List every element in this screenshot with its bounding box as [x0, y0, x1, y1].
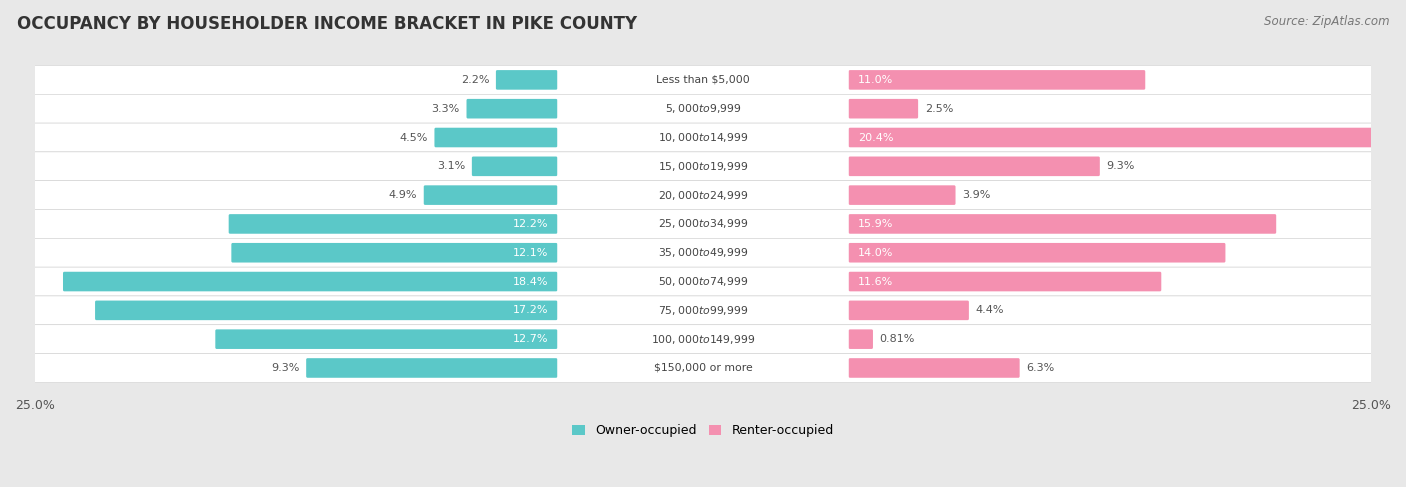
FancyBboxPatch shape [558, 183, 848, 207]
FancyBboxPatch shape [849, 300, 969, 320]
FancyBboxPatch shape [849, 243, 1226, 262]
FancyBboxPatch shape [34, 354, 1372, 382]
FancyBboxPatch shape [558, 126, 848, 150]
Text: $150,000 or more: $150,000 or more [654, 363, 752, 373]
FancyBboxPatch shape [232, 243, 557, 262]
Text: Less than $5,000: Less than $5,000 [657, 75, 749, 85]
Text: 6.3%: 6.3% [1026, 363, 1054, 373]
FancyBboxPatch shape [849, 358, 1019, 378]
Text: $75,000 to $99,999: $75,000 to $99,999 [658, 304, 748, 317]
Text: 3.1%: 3.1% [437, 161, 465, 171]
Text: $25,000 to $34,999: $25,000 to $34,999 [658, 217, 748, 230]
Text: 3.3%: 3.3% [432, 104, 460, 113]
FancyBboxPatch shape [472, 156, 557, 176]
Text: Source: ZipAtlas.com: Source: ZipAtlas.com [1264, 15, 1389, 28]
FancyBboxPatch shape [34, 325, 1372, 354]
Text: 4.9%: 4.9% [388, 190, 418, 200]
FancyBboxPatch shape [34, 123, 1372, 152]
Text: $5,000 to $9,999: $5,000 to $9,999 [665, 102, 741, 115]
Text: 12.7%: 12.7% [513, 334, 548, 344]
FancyBboxPatch shape [849, 272, 1161, 291]
FancyBboxPatch shape [558, 154, 848, 178]
FancyBboxPatch shape [423, 186, 557, 205]
FancyBboxPatch shape [34, 296, 1372, 325]
Legend: Owner-occupied, Renter-occupied: Owner-occupied, Renter-occupied [568, 419, 838, 442]
Text: 4.5%: 4.5% [399, 132, 427, 143]
FancyBboxPatch shape [849, 128, 1396, 147]
FancyBboxPatch shape [34, 94, 1372, 123]
Text: 2.5%: 2.5% [925, 104, 953, 113]
Text: $35,000 to $49,999: $35,000 to $49,999 [658, 246, 748, 259]
Text: 2.2%: 2.2% [461, 75, 489, 85]
Text: 15.9%: 15.9% [858, 219, 893, 229]
Text: $10,000 to $14,999: $10,000 to $14,999 [658, 131, 748, 144]
Text: OCCUPANCY BY HOUSEHOLDER INCOME BRACKET IN PIKE COUNTY: OCCUPANCY BY HOUSEHOLDER INCOME BRACKET … [17, 15, 637, 33]
FancyBboxPatch shape [558, 68, 848, 92]
FancyBboxPatch shape [229, 214, 557, 234]
Text: 12.2%: 12.2% [513, 219, 548, 229]
FancyBboxPatch shape [558, 270, 848, 293]
Text: 12.1%: 12.1% [513, 248, 548, 258]
FancyBboxPatch shape [34, 238, 1372, 267]
Text: $100,000 to $149,999: $100,000 to $149,999 [651, 333, 755, 346]
FancyBboxPatch shape [34, 65, 1372, 94]
FancyBboxPatch shape [849, 186, 956, 205]
FancyBboxPatch shape [34, 209, 1372, 238]
FancyBboxPatch shape [215, 329, 557, 349]
FancyBboxPatch shape [496, 70, 557, 90]
FancyBboxPatch shape [558, 241, 848, 264]
FancyBboxPatch shape [849, 329, 873, 349]
FancyBboxPatch shape [558, 327, 848, 351]
Text: 11.6%: 11.6% [858, 277, 893, 286]
FancyBboxPatch shape [34, 267, 1372, 296]
FancyBboxPatch shape [849, 70, 1146, 90]
Text: 3.9%: 3.9% [962, 190, 991, 200]
FancyBboxPatch shape [558, 356, 848, 380]
Text: $20,000 to $24,999: $20,000 to $24,999 [658, 188, 748, 202]
Text: $50,000 to $74,999: $50,000 to $74,999 [658, 275, 748, 288]
Text: 20.4%: 20.4% [858, 132, 893, 143]
Text: 18.4%: 18.4% [513, 277, 548, 286]
Text: 14.0%: 14.0% [858, 248, 893, 258]
FancyBboxPatch shape [307, 358, 557, 378]
Text: 0.81%: 0.81% [880, 334, 915, 344]
FancyBboxPatch shape [849, 156, 1099, 176]
FancyBboxPatch shape [34, 181, 1372, 209]
FancyBboxPatch shape [558, 97, 848, 120]
Text: 17.2%: 17.2% [513, 305, 548, 316]
FancyBboxPatch shape [34, 152, 1372, 181]
FancyBboxPatch shape [558, 212, 848, 236]
FancyBboxPatch shape [849, 99, 918, 118]
FancyBboxPatch shape [63, 272, 557, 291]
Text: 11.0%: 11.0% [858, 75, 893, 85]
Text: 9.3%: 9.3% [1107, 161, 1135, 171]
FancyBboxPatch shape [558, 299, 848, 322]
Text: 4.4%: 4.4% [976, 305, 1004, 316]
FancyBboxPatch shape [434, 128, 557, 147]
Text: 9.3%: 9.3% [271, 363, 299, 373]
Text: $15,000 to $19,999: $15,000 to $19,999 [658, 160, 748, 173]
FancyBboxPatch shape [96, 300, 557, 320]
FancyBboxPatch shape [467, 99, 557, 118]
FancyBboxPatch shape [849, 214, 1277, 234]
